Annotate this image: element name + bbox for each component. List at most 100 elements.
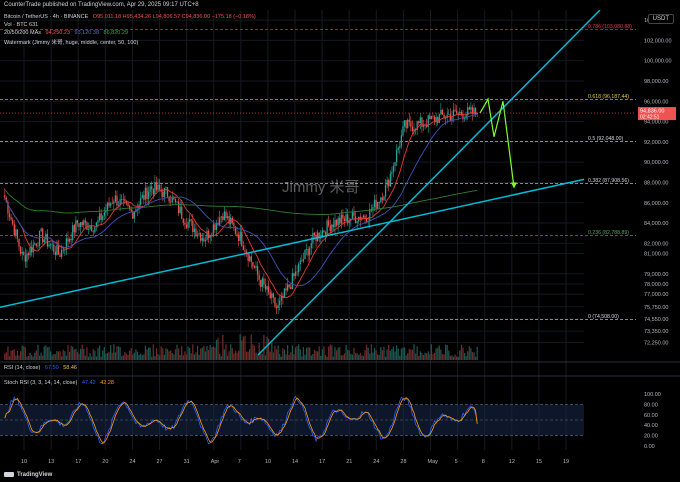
candle-body [4, 194, 6, 198]
volume-bar [89, 353, 91, 360]
volume-bar [249, 349, 251, 360]
volume-bar [189, 347, 191, 360]
volume-bar [200, 348, 202, 360]
candle-body [223, 211, 226, 220]
volume-bar [407, 353, 409, 360]
candle-body [179, 206, 181, 213]
volume-bar [370, 344, 372, 360]
volume-bar [106, 353, 109, 360]
price-tick-label: 90,000.00 [644, 160, 668, 166]
volume-bar [103, 346, 105, 360]
candle-body [437, 117, 439, 123]
volume-bar [166, 348, 169, 360]
candle-body [389, 173, 391, 187]
volume-bar [48, 346, 50, 360]
price-tick-label: 94,000.00 [644, 120, 668, 126]
volume-bar [141, 355, 143, 360]
rsi-label: RSI (14, close) [4, 365, 41, 371]
candle-body [272, 293, 275, 298]
volume-bar [144, 345, 147, 360]
time-tick-label: 31 [184, 459, 190, 465]
candle-body [162, 191, 164, 198]
volume-bar [236, 352, 238, 360]
candle-body [40, 228, 42, 232]
candle-body [158, 184, 161, 190]
stoch-d-line [4, 397, 478, 444]
volume-bar [391, 348, 393, 360]
volume-bar [263, 334, 265, 360]
candle-body [457, 113, 459, 114]
chart-area[interactable]: 104,000.00102,000.00100,000.0098,000.009… [0, 9, 680, 468]
candle-body [89, 225, 91, 229]
volume-bar [275, 349, 278, 360]
volume-bar [4, 353, 6, 360]
candle-body [10, 217, 12, 220]
candle-body [147, 191, 150, 199]
candle-body [377, 201, 379, 209]
steep-trendline [257, 9, 601, 356]
time-tick-label: 12 [509, 459, 515, 465]
candle-body [351, 211, 354, 220]
price-tick-label: 92,000.00 [644, 140, 668, 146]
candle-body [215, 223, 218, 230]
volume-bar [309, 347, 311, 360]
legend-ohlc: O95,011.18 H95,434.26 L94,806.57 C94,836… [92, 14, 256, 20]
legend-mas: 20/50/200 MAs 94,250.23 93,120.38 86,820… [4, 30, 128, 36]
candle-body [335, 219, 338, 226]
stoch-k-value: 47.42 [81, 380, 96, 386]
volume-bar [27, 355, 30, 360]
volume-bar [209, 344, 211, 360]
candle-body [402, 126, 404, 136]
candle-body [252, 262, 254, 267]
candle-body [152, 188, 154, 195]
volume-bar [298, 344, 300, 360]
volume-bar [356, 353, 358, 360]
volume-bar [286, 345, 289, 360]
legend-vol: Vol · BTC 631 [4, 22, 39, 28]
volume-bar [190, 353, 192, 360]
currency-badge[interactable]: USDT [647, 14, 674, 24]
candle-body [362, 215, 365, 218]
candle-body [359, 216, 361, 220]
volume-bar [245, 351, 248, 360]
candle-body [275, 306, 278, 309]
candle-body [356, 221, 358, 223]
candle-body [476, 113, 478, 114]
volume-bar [269, 351, 271, 360]
candle-body [345, 214, 347, 222]
volume-bar [427, 351, 429, 360]
candle-body [103, 212, 105, 216]
candle-body [42, 228, 44, 243]
stoch-legend: Stoch RSI (3, 3, 14, 14, close) 47.42 42… [4, 380, 114, 386]
volume-bar [13, 349, 15, 360]
candle-body [279, 300, 281, 305]
time-tick-label: Apr [211, 459, 220, 465]
legend-ma20: 94,250.23 [45, 30, 70, 36]
volume-bar [290, 352, 292, 360]
fib-label: 0.5 (92,048.00) [588, 136, 623, 142]
lower-trendline [0, 178, 585, 309]
volume-bar [102, 350, 104, 360]
candle-body [108, 202, 110, 206]
volume-bar [79, 348, 82, 360]
volume-bar [237, 350, 240, 360]
volume-bar [277, 345, 279, 360]
candle-body [364, 215, 366, 218]
candle-body [177, 201, 180, 213]
legend-watermark-text: Watermark (Jimmy 米哥, huge, middle, cente… [4, 40, 139, 46]
candle-body [392, 165, 395, 173]
legend-watermark: Watermark (Jimmy 米哥, huge, middle, cente… [4, 38, 138, 46]
candle-body [206, 230, 208, 241]
price-chart-svg[interactable]: 104,000.00102,000.00100,000.0098,000.009… [0, 9, 680, 468]
candle-body [196, 234, 199, 237]
candle-body [429, 115, 431, 120]
candle-body [329, 225, 331, 231]
candle-body [155, 182, 158, 191]
volume-bar [414, 353, 417, 360]
volume-bar [332, 356, 335, 360]
stoch-label: Stoch RSI (3, 3, 14, 14, close) [4, 380, 78, 386]
volume-bar [337, 347, 339, 360]
candle-body [244, 249, 246, 252]
candle-body [102, 215, 104, 220]
volume-bar [204, 351, 207, 360]
